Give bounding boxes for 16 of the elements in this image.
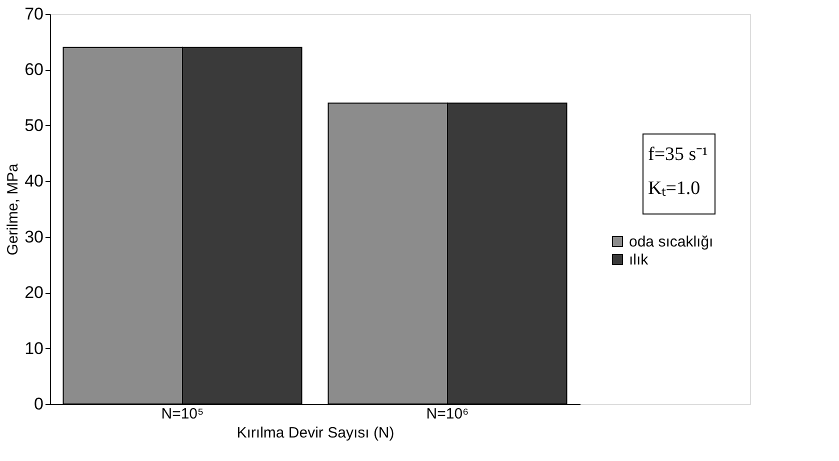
- y-axis-title: Gerilme, MPa: [4, 163, 22, 256]
- legend-label: oda sıcaklığı: [629, 234, 714, 250]
- y-tick-label: 40: [24, 172, 44, 191]
- y-tick-label: 20: [24, 283, 44, 302]
- x-tick-label: N=10⁶: [426, 406, 469, 422]
- y-tick-label: 70: [24, 4, 44, 24]
- x-tick-label: N=10⁵: [161, 406, 204, 422]
- legend-label: ılık: [629, 252, 649, 268]
- x-axis-title: Kırılma Devir Sayısı (N): [236, 424, 394, 442]
- y-tick-label: 10: [24, 338, 44, 358]
- y-tick-label: 50: [24, 116, 44, 135]
- y-tick-label: 30: [24, 227, 44, 246]
- y-tick-label: 60: [24, 60, 44, 80]
- y-tick-label: 0: [34, 394, 44, 414]
- annotation: f=35 s⁻¹: [648, 144, 708, 165]
- annotation: Kₜ=1.0: [648, 178, 700, 199]
